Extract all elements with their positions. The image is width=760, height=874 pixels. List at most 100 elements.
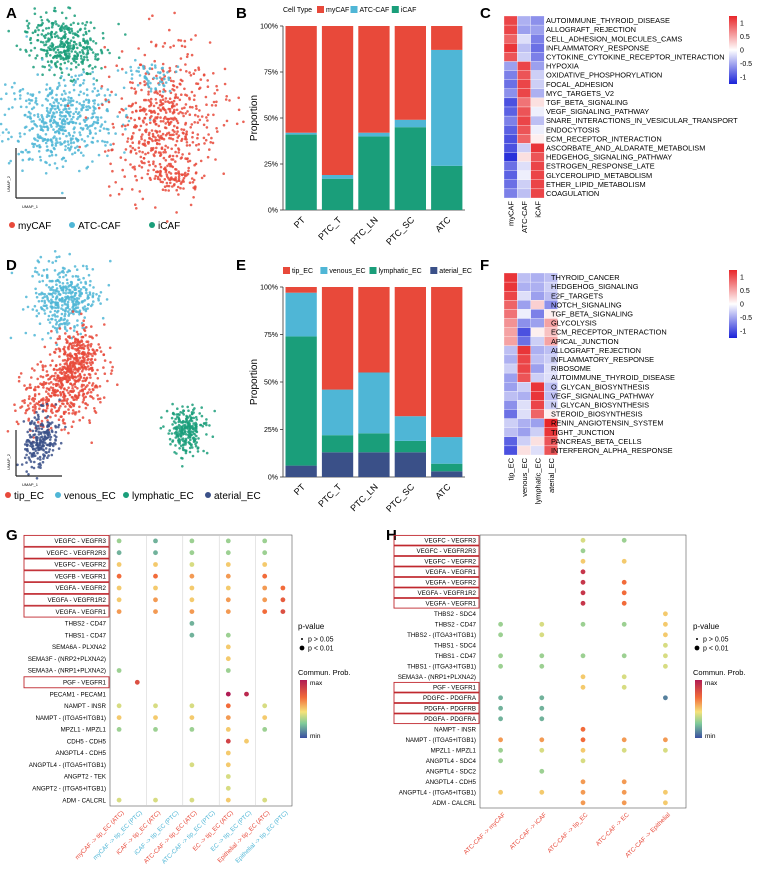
umap-point-tip-ec [60,399,64,403]
umap-point-mycaf [174,150,177,154]
heatmap-row-label: CYTOKINE_CYTOKINE_RECEPTOR_INTERACTION [546,52,725,61]
umap-point-atc-caf [61,132,65,136]
umap-point-mycaf [103,65,107,69]
bubble-point [280,597,286,603]
umap-point-icaf [54,51,58,54]
umap-point-mycaf [150,129,154,132]
umap-point-atc-caf [91,115,95,119]
bubble-point [262,550,268,556]
umap-point-mycaf [130,86,133,90]
bar-legend-swatch [430,267,438,274]
umap-point-aterial-ec [47,450,51,454]
umap-point-aterial-ec [28,428,32,431]
umap-point-atc-caf [62,118,65,121]
umap-point-atc-caf [46,99,49,102]
umap-point-mycaf [206,79,209,82]
bubble-row-label: ANGPTL4 - (ITGA5+ITGB1) [399,789,476,796]
bubble-point [580,684,586,690]
bubble-x-label: ATC-CAF -> EC [595,811,631,847]
umap-point-tip-ec [71,387,74,390]
umap-point-tip-ec [36,363,39,366]
heatmap-cell [503,409,518,419]
umap-point-mycaf [169,164,172,168]
heatmap-row-label: SNARE_INTERACTIONS_IN_VESICULAR_TRANSPOR… [546,116,738,125]
bar-segment [321,389,354,436]
bubble-point [580,674,586,680]
bubble-point [116,797,122,803]
umap-point-icaf [67,6,70,9]
bubble-x-label: ATC-CAF -> myCAF [462,811,507,856]
umap-point-venous-ec [88,291,92,294]
umap-point-tip-ec [74,394,77,397]
umap-point-icaf [51,44,55,48]
umap-point-atc-caf [82,154,85,157]
umap-point-mycaf [161,180,164,184]
umap-point-mycaf [140,137,143,141]
umap-point-tip-ec [64,332,67,335]
umap-point-icaf [27,22,31,25]
heatmap-row-label: ALLOGRAFT_REJECTION [546,25,636,34]
umap-point-aterial-ec [49,422,52,426]
umap-point-mycaf [175,103,179,106]
umap-point-icaf [117,56,121,59]
umap-point-venous-ec [74,292,77,295]
umap-point-tip-ec [90,342,93,346]
umap-point-mycaf [162,120,165,123]
umap-point-atc-caf [137,70,140,73]
heatmap-row-label: ECM_RECEPTOR_INTERACTION [546,134,662,143]
umap-point-venous-ec [92,292,95,295]
umap-point-mycaf [147,93,150,96]
bubble-row-highlight [23,593,110,606]
umap-d: UMAP_1 UMAP_2 tip_EC venous_EC lymphatic_E… [5,250,261,502]
umap-point-icaf [101,31,105,35]
umap-point-venous-ec [54,292,57,295]
umap-point-venous-ec [21,308,25,311]
umap-point-mycaf [154,174,157,178]
heatmap-row-label: VEGF_SIGNALING_PATHWAY [551,391,654,400]
umap-point-atc-caf [49,66,53,69]
umap-point-mycaf [174,172,177,175]
umap-point-icaf [67,73,71,76]
bubble-row-highlight [393,713,480,725]
umap-point-atc-caf [10,85,14,89]
umap-point-venous-ec [66,270,69,274]
umap-point-atc-caf [174,70,178,73]
bubble-point [663,611,668,617]
umap-point-tip-ec [24,411,27,415]
umap-point-aterial-ec [37,427,41,430]
umap-point-atc-caf [7,131,10,134]
umap-point-tip-ec [17,422,20,426]
umap-point-venous-ec [78,292,82,296]
umap-point-mycaf [161,98,165,101]
umap-point-venous-ec [77,286,80,290]
umap-point-mycaf [165,173,169,176]
umap-point-tip-ec [14,409,17,413]
umap-point-atc-caf [23,126,27,129]
umap-point-mycaf [178,179,181,183]
umap-point-tip-ec [34,385,37,389]
umap-point-venous-ec [63,267,66,270]
bar-segment [321,435,354,453]
umap-point-mycaf [110,148,113,152]
umap-point-atc-caf [69,141,73,145]
bubble-point [262,797,268,803]
umap-point-aterial-ec [31,440,35,444]
umap-point-lymphatic-ec [159,426,163,430]
umap-point-tip-ec [49,386,53,389]
umap-point-tip-ec [71,409,75,412]
umap-point-atc-caf [50,140,54,144]
umap-point-icaf [95,79,99,82]
pvalue-legend-label: p > 0.05 [703,637,729,644]
umap-point-mycaf [147,169,150,172]
umap-point-mycaf [146,151,150,155]
heatmap-cell [530,318,545,328]
umap-point-venous-ec [38,280,41,284]
umap-point-tip-ec [43,345,47,349]
heatmap-cell [530,125,545,135]
heatmap-cell [517,445,531,456]
bubble-point [225,715,231,720]
bubble-point [262,562,268,567]
umap-point-aterial-ec [51,449,55,452]
bubble-point [539,653,545,659]
umap-point-tip-ec [50,403,54,407]
